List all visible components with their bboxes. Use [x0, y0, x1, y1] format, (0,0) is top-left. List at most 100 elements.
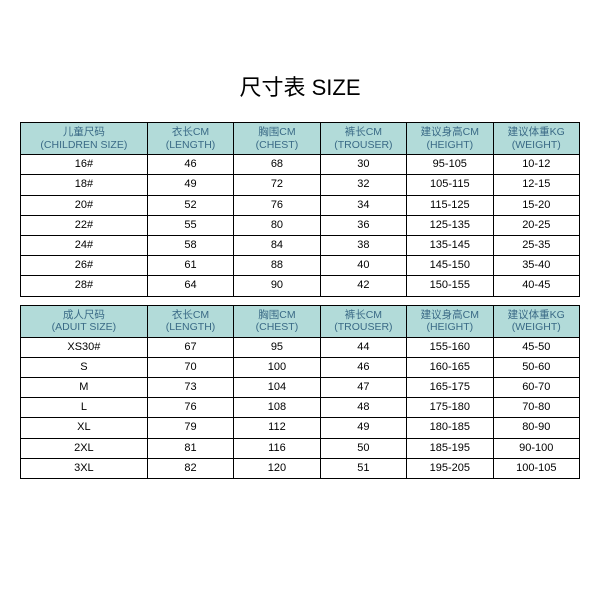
table-cell: 47 — [320, 378, 406, 398]
table-cell: 46 — [320, 357, 406, 377]
table-cell: 155-160 — [407, 337, 493, 357]
table-row: 22#558036125-13520-25 — [21, 215, 580, 235]
table-cell: 3XL — [21, 458, 148, 478]
table-cell: XS30# — [21, 337, 148, 357]
table-cell: 95 — [234, 337, 320, 357]
table-cell: 44 — [320, 337, 406, 357]
table-cell: 84 — [234, 235, 320, 255]
table-cell: 105-115 — [407, 175, 493, 195]
table-row: XL7911249180-18580-90 — [21, 418, 580, 438]
table-cell: 58 — [147, 235, 233, 255]
table-row: 24#588438135-14525-35 — [21, 235, 580, 255]
table-cell: 49 — [147, 175, 233, 195]
table-cell: 100 — [234, 357, 320, 377]
table-cell: 60-70 — [493, 378, 579, 398]
table-cell: 35-40 — [493, 256, 579, 276]
table-cell: 61 — [147, 256, 233, 276]
table-cell: 76 — [234, 195, 320, 215]
table-cell: 67 — [147, 337, 233, 357]
table-row: 16#46683095-10510-12 — [21, 155, 580, 175]
table-header-cell: 建议体重KG(WEIGHT) — [493, 305, 579, 337]
table-cell: 90 — [234, 276, 320, 296]
table-row: 28#649042150-15540-45 — [21, 276, 580, 296]
table-cell: 40 — [320, 256, 406, 276]
table-cell: 108 — [234, 398, 320, 418]
table-header-cell: 成人尺码(ADUIT SIZE) — [21, 305, 148, 337]
table-cell: 10-12 — [493, 155, 579, 175]
table-cell: 104 — [234, 378, 320, 398]
table-header-row: 儿童尺码(CHILDREN SIZE)衣长CM(LENGTH)胸围CM(CHES… — [21, 123, 580, 155]
table-cell: 76 — [147, 398, 233, 418]
table-cell: S — [21, 357, 148, 377]
table-cell: 18# — [21, 175, 148, 195]
table-cell: 26# — [21, 256, 148, 276]
table-header-cell: 胸围CM(CHEST) — [234, 123, 320, 155]
table-cell: 180-185 — [407, 418, 493, 438]
table-cell: 81 — [147, 438, 233, 458]
table-cell: 88 — [234, 256, 320, 276]
table-header-cell: 建议身高CM(HEIGHT) — [407, 123, 493, 155]
table-cell: 34 — [320, 195, 406, 215]
table-cell: 20-25 — [493, 215, 579, 235]
table-cell: XL — [21, 418, 148, 438]
table-cell: 36 — [320, 215, 406, 235]
table-cell: 20# — [21, 195, 148, 215]
table-header-cell: 裤长CM(TROUSER) — [320, 123, 406, 155]
table-header-row: 成人尺码(ADUIT SIZE)衣长CM(LENGTH)胸围CM(CHEST)裤… — [21, 305, 580, 337]
table-cell: 112 — [234, 418, 320, 438]
table-cell: 80 — [234, 215, 320, 235]
table-cell: 72 — [234, 175, 320, 195]
table-cell: 79 — [147, 418, 233, 438]
table-cell: 15-20 — [493, 195, 579, 215]
table-cell: 2XL — [21, 438, 148, 458]
table-cell: 51 — [320, 458, 406, 478]
table-row: M7310447165-17560-70 — [21, 378, 580, 398]
table-header-cell: 儿童尺码(CHILDREN SIZE) — [21, 123, 148, 155]
table-cell: 25-35 — [493, 235, 579, 255]
table-cell: 150-155 — [407, 276, 493, 296]
table-cell: 16# — [21, 155, 148, 175]
table-cell: 115-125 — [407, 195, 493, 215]
table-header-cell: 衣长CM(LENGTH) — [147, 123, 233, 155]
table-cell: 165-175 — [407, 378, 493, 398]
table-cell: 95-105 — [407, 155, 493, 175]
table-header-cell: 建议身高CM(HEIGHT) — [407, 305, 493, 337]
table-cell: 120 — [234, 458, 320, 478]
table-cell: 100-105 — [493, 458, 579, 478]
table-cell: M — [21, 378, 148, 398]
table-cell: 12-15 — [493, 175, 579, 195]
table-cell: 24# — [21, 235, 148, 255]
table-cell: 50-60 — [493, 357, 579, 377]
table-cell: 145-150 — [407, 256, 493, 276]
table-row: 3XL8212051195-205100-105 — [21, 458, 580, 478]
table-cell: 73 — [147, 378, 233, 398]
table-row: 18#497232105-11512-15 — [21, 175, 580, 195]
table-header-cell: 建议体重KG(WEIGHT) — [493, 123, 579, 155]
table-cell: 38 — [320, 235, 406, 255]
table-header-cell: 裤长CM(TROUSER) — [320, 305, 406, 337]
table-cell: 68 — [234, 155, 320, 175]
table-cell: 40-45 — [493, 276, 579, 296]
table-row: S7010046160-16550-60 — [21, 357, 580, 377]
table-cell: 160-165 — [407, 357, 493, 377]
page-title: 尺寸表 SIZE — [239, 70, 360, 102]
table-cell: 52 — [147, 195, 233, 215]
table-cell: 55 — [147, 215, 233, 235]
table-cell: 45-50 — [493, 337, 579, 357]
table-cell: 50 — [320, 438, 406, 458]
table-row: XS30#679544155-16045-50 — [21, 337, 580, 357]
table-cell: 125-135 — [407, 215, 493, 235]
table-cell: 135-145 — [407, 235, 493, 255]
table-row: 2XL8111650185-19590-100 — [21, 438, 580, 458]
table-cell: 116 — [234, 438, 320, 458]
table-cell: 70-80 — [493, 398, 579, 418]
table-cell: 30 — [320, 155, 406, 175]
table-cell: 64 — [147, 276, 233, 296]
spacer-row — [21, 296, 580, 305]
table-header-cell: 衣长CM(LENGTH) — [147, 305, 233, 337]
table-cell: 49 — [320, 418, 406, 438]
table-cell: 80-90 — [493, 418, 579, 438]
table-cell: 70 — [147, 357, 233, 377]
table-cell: L — [21, 398, 148, 418]
table-cell: 175-180 — [407, 398, 493, 418]
